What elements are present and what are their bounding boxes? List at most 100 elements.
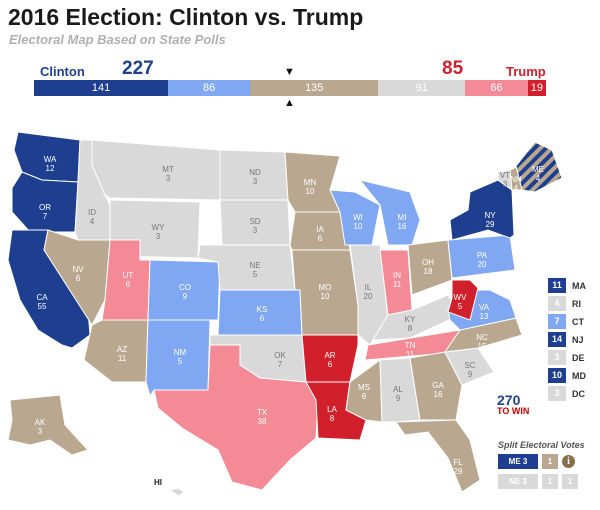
state-label-mn: MN	[304, 178, 317, 187]
state-label-tn: TN	[405, 341, 416, 350]
ne-district2-box[interactable]: 1	[562, 474, 578, 489]
northeast-legend: 11 MA 4 RI 7 CT 14 NJ 3 DE 10 MD 3 DC	[548, 278, 586, 404]
state-label-id: ID	[88, 208, 96, 217]
state-ev-ar: 6	[328, 360, 333, 369]
state-ev-ca: 55	[38, 302, 47, 311]
state-ev-tn: 11	[406, 350, 415, 359]
state-label-wa: WA	[44, 155, 57, 164]
me-code-box[interactable]: ME 3	[498, 454, 538, 469]
ne-row-ri[interactable]: 4 RI	[548, 296, 586, 311]
me-district-box[interactable]: 1	[542, 454, 558, 469]
state-ev-ok: 7	[278, 360, 283, 369]
state-label-ms: MS	[358, 383, 370, 392]
state-label-az: AZ	[117, 345, 127, 354]
state-ev-or: 7	[43, 212, 48, 221]
state-ar[interactable]	[301, 334, 359, 383]
ne-state-code: DE	[572, 352, 585, 363]
state-label-mo: MO	[319, 283, 332, 292]
state-ev-in: 11	[393, 280, 402, 289]
state-pa[interactable]	[447, 234, 516, 279]
ne-ev-box: 3	[548, 386, 566, 401]
state-ms[interactable]	[345, 359, 383, 423]
split-row-maine: ME 3 1 i	[498, 454, 575, 469]
state-label-mt: MT	[162, 165, 174, 174]
page-subtitle: Electoral Map Based on State Polls	[9, 32, 226, 47]
state-ak[interactable]	[7, 394, 89, 456]
ne-state-code: CT	[572, 316, 584, 327]
state-label-oh: OH	[422, 258, 434, 267]
state-ev-ia: 6	[318, 234, 323, 243]
bar-segment: 86	[168, 80, 251, 96]
ne-ev-box: 4	[548, 296, 566, 311]
state-label-wv: WV	[454, 293, 468, 302]
state-ev-sc: 9	[468, 370, 473, 379]
state-label-ks: KS	[257, 305, 268, 314]
state-ny[interactable]	[449, 179, 515, 241]
ne-ev-box: 3	[548, 350, 566, 365]
state-ev-tx: 38	[258, 417, 267, 426]
state-label-pa: PA	[477, 251, 488, 260]
ne-ev-box: 10	[548, 368, 566, 383]
ne-state-code: MA	[572, 280, 586, 291]
state-label-nm: NM	[174, 348, 187, 357]
state-ev-nm: 5	[178, 357, 183, 366]
state-al[interactable]	[379, 357, 421, 423]
ne-district1-box[interactable]: 1	[542, 474, 558, 489]
split-votes-title: Split Electoral Votes	[498, 440, 585, 450]
state-label-wy: WY	[152, 223, 166, 232]
us-electoral-map: WA12OR7CA55ID4NV6MT3WY3UT6AZ11CO9NM5ND3S…	[7, 131, 563, 497]
state-mi[interactable]	[358, 179, 421, 246]
state-ev-mi: 16	[398, 222, 407, 231]
state-ev-me: 4	[536, 174, 541, 183]
ne-state-code: RI	[572, 298, 581, 309]
ne-ev-box: 7	[548, 314, 566, 329]
midpoint-marker-top: ▼	[284, 66, 295, 78]
ne-row-md[interactable]: 10 MD	[548, 368, 586, 383]
state-co[interactable]	[147, 259, 221, 321]
ne-row-dc[interactable]: 3 DC	[548, 386, 586, 401]
state-label-sd: SD	[249, 217, 260, 226]
state-wv[interactable]	[447, 279, 479, 321]
state-hi[interactable]	[168, 487, 185, 497]
info-icon[interactable]: i	[562, 455, 575, 468]
ne-state-code: DC	[572, 388, 585, 399]
ne-row-de[interactable]: 3 DE	[548, 350, 586, 365]
state-ev-wi: 10	[354, 222, 363, 231]
state-or[interactable]	[11, 171, 79, 233]
state-ev-ms: 6	[362, 392, 367, 401]
page-title: 2016 Election: Clinton vs. Trump	[8, 4, 364, 30]
state-ev-mt: 3	[166, 174, 171, 183]
state-tx[interactable]	[153, 344, 319, 491]
state-label-in: IN	[393, 271, 401, 280]
state-label-al: AL	[393, 385, 403, 394]
state-me[interactable]	[515, 141, 563, 193]
state-ev-pa: 20	[478, 260, 487, 269]
state-fl[interactable]	[395, 419, 481, 493]
ne-code-box[interactable]: NE 3	[498, 474, 538, 489]
state-label-nc: NC	[476, 333, 488, 342]
state-ev-nc: 15	[478, 342, 487, 351]
state-label-nv: NV	[72, 265, 84, 274]
ne-row-ma[interactable]: 11 MA	[548, 278, 586, 293]
state-ev-nd: 3	[253, 177, 258, 186]
bar-segment: 141	[34, 80, 169, 96]
state-ev-la: 8	[330, 414, 335, 423]
state-ev-mo: 10	[321, 292, 330, 301]
split-row-nebraska: NE 3 1 1	[498, 474, 582, 489]
clinton-label: Clinton	[40, 64, 85, 79]
state-ga[interactable]	[409, 351, 463, 421]
state-ev-ny: 29	[486, 220, 495, 229]
bar-segment: 66	[465, 80, 528, 96]
state-label-ok: OK	[274, 351, 286, 360]
bar-segment: 91	[378, 80, 466, 96]
bar-segment: 19	[527, 80, 546, 96]
state-label-ga: GA	[432, 381, 444, 390]
state-ev-nv: 6	[76, 274, 81, 283]
state-ev-wv: 5	[458, 302, 463, 311]
state-ev-il: 20	[364, 292, 373, 301]
state-mt[interactable]	[91, 139, 221, 201]
state-label-nd: ND	[249, 168, 261, 177]
state-label-ny: NY	[484, 211, 496, 220]
ne-row-nj[interactable]: 14 NJ	[548, 332, 586, 347]
ne-row-ct[interactable]: 7 CT	[548, 314, 586, 329]
